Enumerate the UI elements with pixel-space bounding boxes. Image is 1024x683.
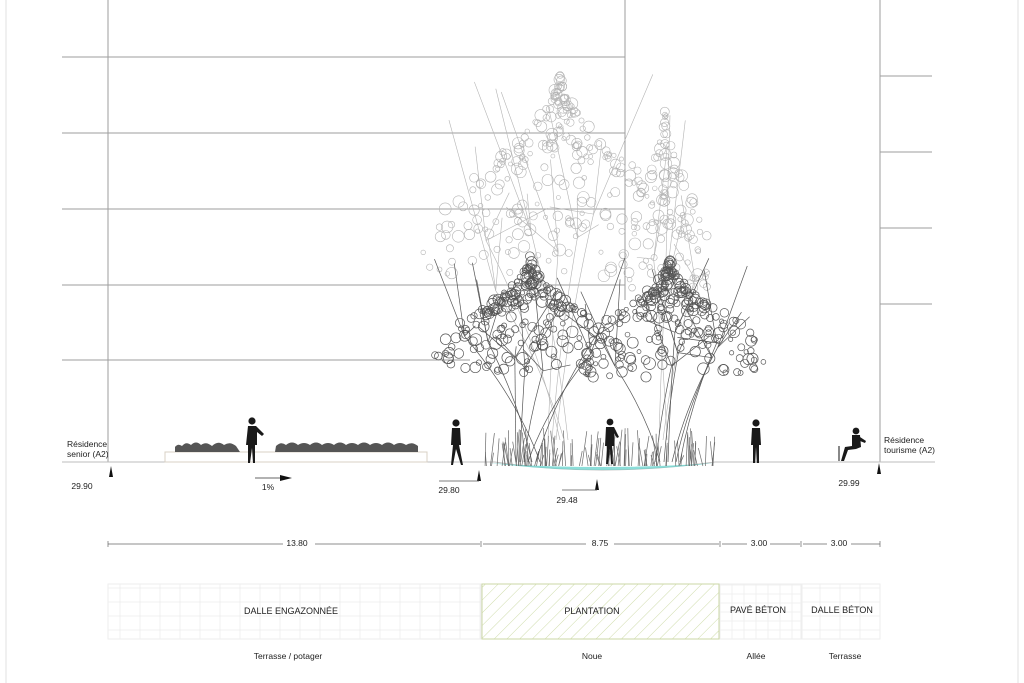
person-walking-icon (451, 419, 463, 465)
zone-plantation (481, 583, 720, 640)
level-marker-left (109, 466, 113, 477)
zone-dalle-engazonnee (107, 583, 482, 640)
building-left (62, 0, 626, 462)
swale-water (490, 463, 715, 470)
hedge-planting (175, 442, 418, 452)
zone-2-material: PLANTATION (564, 606, 620, 616)
person-in-swale-icon (605, 418, 619, 464)
slope-label: 1% (261, 482, 275, 492)
slope-arrow-icon (255, 475, 292, 481)
ground-profile (62, 451, 935, 471)
zone-2-use: Noue (581, 651, 603, 661)
level-lawn-end: 29.80 (438, 485, 460, 495)
dimension-4: 3.00 (830, 538, 848, 548)
zone-4-material: DALLE BÉTON (811, 605, 873, 615)
dimension-2: 8.75 (591, 538, 609, 548)
dimension-line (107, 541, 881, 547)
building-right (879, 0, 932, 462)
building-right-label-line2: tourisme (A2) (884, 444, 936, 455)
building-left-label: Résidence senior (A2) (67, 439, 109, 460)
person-gardening-icon (246, 417, 264, 463)
dimension-1: 13.80 (286, 538, 308, 548)
zone-3-use: Allée (746, 651, 766, 661)
material-strip (107, 583, 881, 640)
building-right-label: Résidence tourisme (A2) (884, 435, 936, 456)
building-right-label-line1: Résidence (884, 435, 925, 445)
zone-4-use: Terrasse (828, 651, 862, 661)
level-left: 29.90 (71, 481, 93, 491)
level-marker-right (877, 463, 881, 474)
person-standing-icon (751, 419, 761, 463)
level-right: 29.99 (838, 478, 860, 488)
zone-3-material: PAVÉ BÉTON (729, 605, 787, 615)
zone-dalle-beton (801, 583, 881, 640)
level-marker-lawn (477, 470, 481, 481)
building-left-label-line2: senior (A2) (67, 448, 109, 459)
zone-pave-beton (719, 583, 802, 640)
level-marker-swale (595, 479, 599, 490)
zone-1-use: Terrasse / potager (253, 651, 323, 661)
level-swale: 29.48 (556, 495, 578, 505)
tree-background (420, 71, 712, 441)
person-seated-icon (838, 427, 866, 461)
building-left-label-line1: Résidence (67, 439, 108, 449)
zone-1-material: DALLE ENGAZONNÉE (243, 606, 339, 616)
swale-grasses (484, 428, 716, 467)
tree-foreground (431, 251, 767, 463)
dimension-3: 3.00 (750, 538, 768, 548)
